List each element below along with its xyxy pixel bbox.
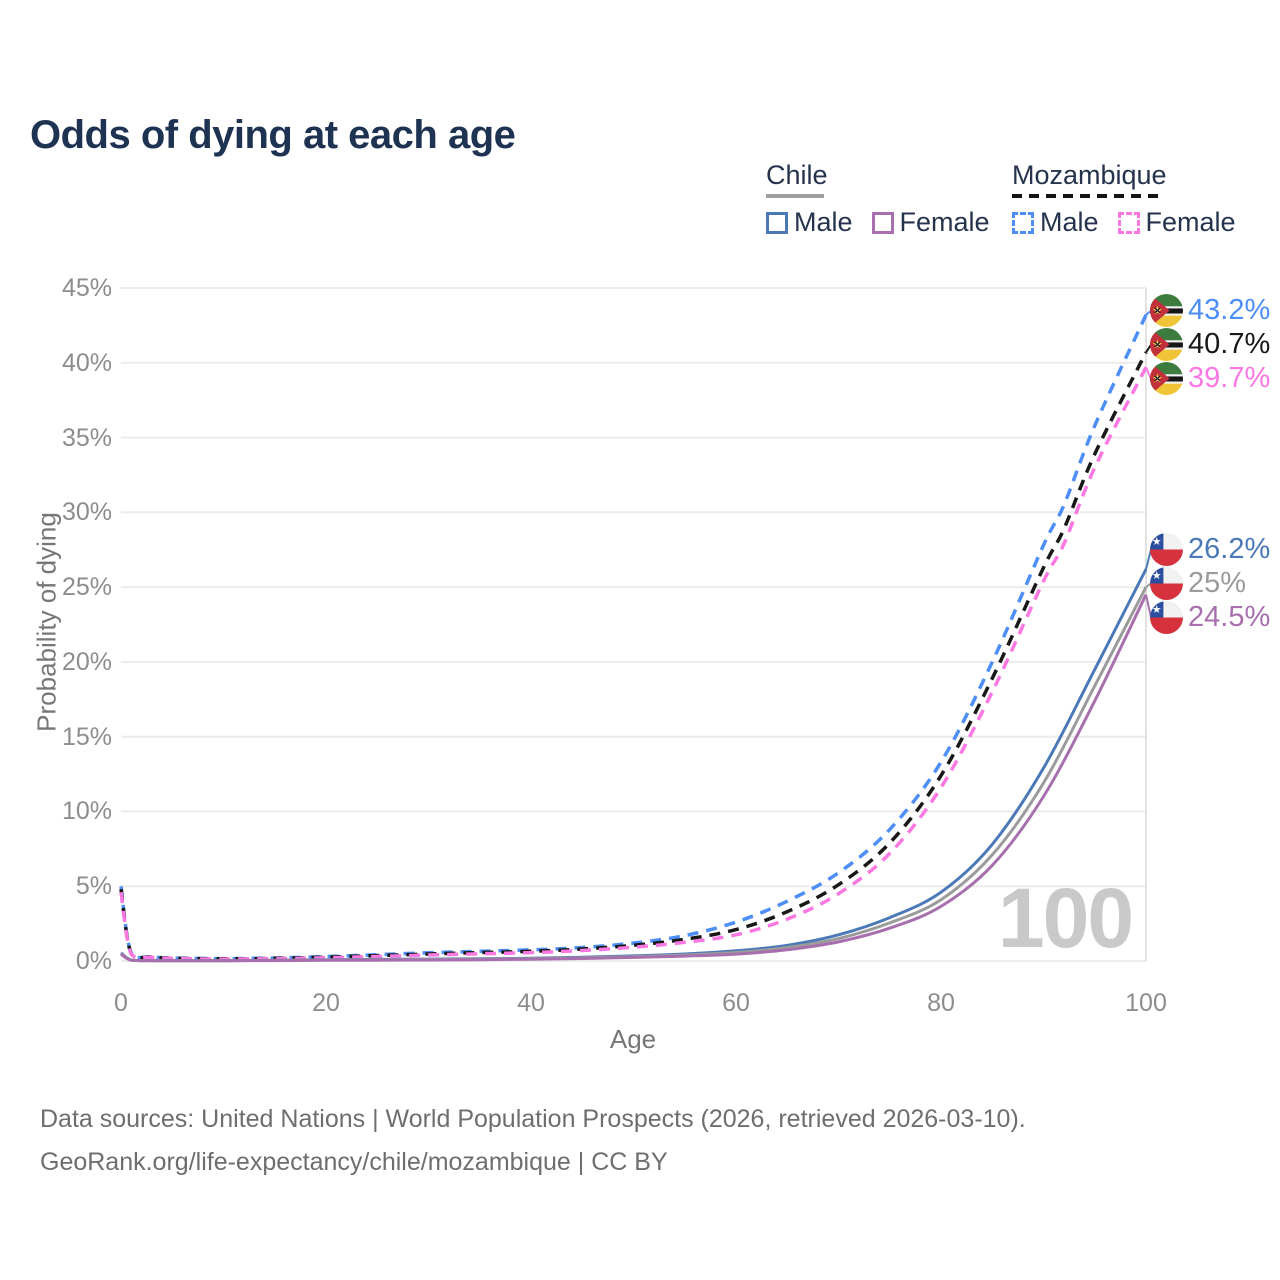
x-tick-100: 100 [1125,989,1167,1017]
footer-attribution: GeoRank.org/life-expectancy/chile/mozamb… [40,1148,668,1176]
legend-underline-mozambique [1012,194,1162,198]
end-label-chile-female: 24.5% [1150,601,1271,635]
y-tick-45: 45% [61,274,112,302]
legend-group-mozambique: Mozambique Male Female [1012,160,1236,238]
legend-label: Female [899,207,990,237]
legend-group-chile: Chile Male Female [766,160,990,238]
end-label-mozambique-female: 39.7% [1150,362,1271,396]
y-tick-0: 0% [75,947,112,975]
footer: Data sources: United Nations | World Pop… [40,1098,1026,1184]
legend-label: Male [794,207,853,237]
mozambique-flag-icon [1150,328,1183,362]
mozambique-flag-icon [1150,294,1183,328]
legend-underline-chile [766,194,824,198]
y-tick-25: 25% [61,573,112,602]
end-label-value: 24.5% [1188,601,1271,634]
chile-flag-icon [1150,567,1183,601]
legend-country-mozambique: Mozambique [1012,160,1167,190]
page-title: Odds of dying at each age [30,112,516,157]
y-tick-10: 10% [61,797,112,826]
legend-item-chile-female[interactable]: Female [871,207,990,238]
end-label-value: 25% [1188,567,1247,600]
end-label-value: 26.2% [1188,533,1271,566]
x-tick-60: 60 [722,989,750,1017]
chile-flag-icon [1150,533,1183,567]
mozambique-flag-icon [1150,362,1183,396]
end-label-value: 39.7% [1188,362,1271,395]
end-label-value: 40.7% [1188,328,1271,361]
legend-country-chile: Chile [766,160,828,190]
series-line-mozambique-total[interactable] [119,351,1148,961]
mozambique-male-swatch-icon [1012,211,1034,234]
chile-female-swatch-icon [871,211,894,234]
x-tick-40: 40 [517,989,545,1017]
y-tick-30: 30% [61,498,112,527]
y-axis-title: Probability of dying [31,512,62,732]
end-label-mozambique-male: 43.2% [1150,294,1271,328]
y-tick-5: 5% [75,872,112,901]
y-tick-40: 40% [61,348,112,377]
x-tick-80: 80 [927,989,955,1017]
end-label-chile-total: 25% [1150,567,1247,601]
legend-item-mozambique-female[interactable]: Female [1117,207,1236,238]
hover-age-watermark: 100 [997,871,1134,965]
end-label-chile-male: 26.2% [1150,533,1271,567]
end-label-mozambique-total: 40.7% [1150,328,1271,362]
legend-label: Male [1040,207,1099,237]
footer-data-sources: Data sources: United Nations | World Pop… [40,1105,1026,1133]
legend-label: Female [1145,207,1236,237]
chile-male-swatch-icon [766,211,788,234]
y-tick-20: 20% [61,647,112,676]
chile-flag-icon [1150,601,1183,635]
x-axis-title: Age [609,1024,657,1054]
y-tick-35: 35% [61,423,112,452]
legend-item-chile-male[interactable]: Male [766,207,853,238]
series-line-chile-female[interactable] [120,593,1148,963]
x-tick-20: 20 [312,989,340,1017]
x-tick-0: 0 [114,989,128,1017]
series-line-mozambique-male[interactable] [119,314,1148,961]
legend-item-mozambique-male[interactable]: Male [1012,207,1099,238]
end-label-value: 43.2% [1188,294,1271,327]
mozambique-female-swatch-icon [1117,211,1140,234]
y-tick-15: 15% [61,722,112,751]
